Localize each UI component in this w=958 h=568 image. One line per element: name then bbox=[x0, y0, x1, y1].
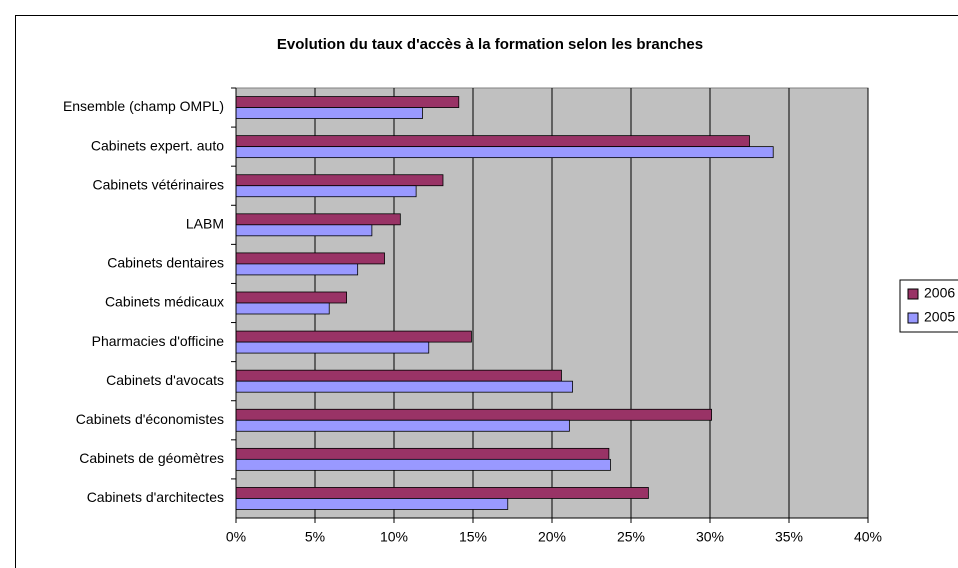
bar bbox=[235, 263, 359, 276]
bar bbox=[235, 447, 610, 460]
y-tick-label: Cabinets de géomètres bbox=[79, 450, 224, 466]
x-tick-label: 30% bbox=[696, 529, 724, 545]
bar bbox=[235, 96, 460, 108]
chart-title: Evolution du taux d'accès à la formation… bbox=[277, 36, 703, 53]
y-tick-label: Ensemble (champ OMPL) bbox=[63, 98, 224, 114]
x-tick-label: 5% bbox=[305, 529, 325, 545]
y-tick-label: Cabinets d'avocats bbox=[106, 372, 224, 388]
bar bbox=[235, 458, 611, 471]
y-tick-label: Cabinets dentaires bbox=[107, 255, 224, 271]
x-tick-label: 15% bbox=[459, 529, 487, 545]
x-tick-label: 25% bbox=[617, 529, 645, 545]
bar bbox=[235, 107, 423, 119]
x-tick-label: 20% bbox=[538, 529, 566, 545]
bar bbox=[235, 146, 774, 159]
legend-swatch bbox=[907, 288, 919, 300]
x-tick-label: 35% bbox=[775, 529, 803, 545]
y-tick-label: Cabinets médicaux bbox=[105, 294, 224, 310]
y-tick-label: Cabinets vétérinaires bbox=[92, 176, 224, 192]
bar bbox=[235, 369, 562, 382]
bar bbox=[235, 487, 649, 499]
x-tick-label: 0% bbox=[226, 529, 246, 545]
bar bbox=[235, 419, 570, 432]
bar bbox=[235, 498, 509, 510]
y-tick-label: Cabinets expert. auto bbox=[91, 137, 224, 153]
legend-label: 2005 bbox=[924, 309, 955, 325]
x-tick-label: 10% bbox=[380, 529, 408, 545]
bar bbox=[235, 135, 750, 148]
bar bbox=[235, 302, 330, 315]
bar bbox=[235, 213, 401, 226]
bar bbox=[235, 224, 373, 237]
bar bbox=[235, 380, 573, 393]
bar bbox=[235, 174, 444, 187]
y-tick-label: Cabinets d'économistes bbox=[76, 411, 224, 427]
bar bbox=[235, 408, 712, 421]
bar bbox=[235, 291, 347, 304]
bar bbox=[235, 185, 417, 198]
y-tick-label: Pharmacies d'officine bbox=[92, 333, 225, 349]
y-tick-label: Cabinets d'architectes bbox=[87, 489, 224, 505]
legend-label: 2006 bbox=[924, 285, 955, 301]
y-tick-label: LABM bbox=[186, 216, 224, 232]
bar bbox=[235, 330, 472, 343]
x-tick-label: 40% bbox=[854, 529, 882, 545]
bar bbox=[235, 252, 385, 265]
legend-swatch bbox=[907, 312, 919, 324]
bar bbox=[235, 341, 430, 354]
